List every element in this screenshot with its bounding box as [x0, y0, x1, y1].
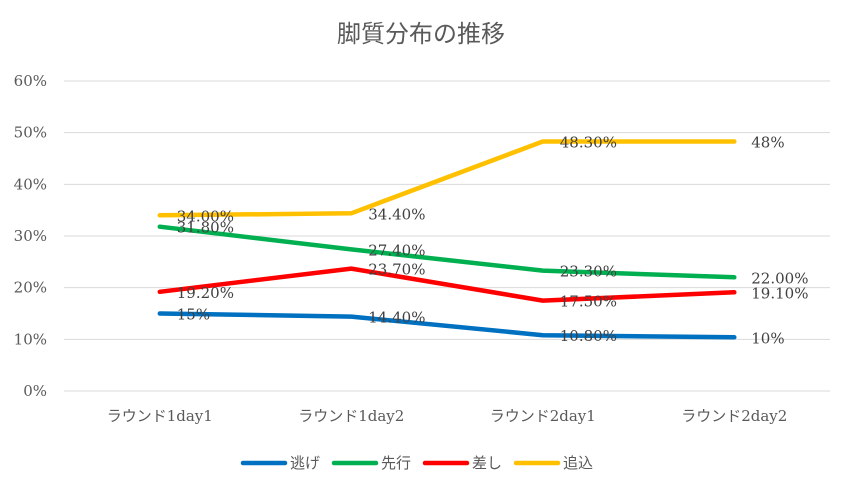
legend-label: 追込	[563, 454, 593, 472]
legend-label: 逃げ	[290, 454, 320, 472]
data-label: 19.10%	[751, 284, 808, 302]
legend-label: 差し	[472, 454, 502, 472]
data-label: 48%	[751, 133, 784, 151]
data-label: 31.80%	[177, 219, 234, 237]
legend-label: 先行	[381, 454, 411, 472]
data-label: 34.00%	[177, 207, 234, 225]
series-line-3	[157, 139, 737, 218]
data-label: 14.40%	[368, 309, 425, 327]
x-tick-label: ラウンド2day2	[681, 407, 787, 425]
data-label: 23.70%	[368, 261, 425, 279]
data-label: 23.30%	[560, 263, 617, 281]
y-tick-label: 10%	[14, 330, 47, 348]
data-label: 17.50%	[560, 293, 617, 311]
y-tick-label: 50%	[14, 124, 47, 142]
x-tick-label: ラウンド2day1	[490, 407, 596, 425]
x-tick-label: ラウンド1day1	[107, 407, 213, 425]
y-tick-label: 20%	[14, 279, 47, 297]
legend: 逃げ 先行 差し 追込	[240, 454, 593, 472]
data-label: 48.30%	[560, 133, 617, 151]
series-line-2	[157, 266, 737, 303]
data-label: 34.40%	[368, 205, 425, 223]
data-label: 10%	[751, 329, 784, 347]
x-tick-label: ラウンド1day2	[298, 407, 404, 425]
y-tick-label: 60%	[14, 72, 47, 90]
chart-title: 脚質分布の推移	[337, 20, 505, 48]
x-axis-ticks: ラウンド1day1 ラウンド1day2 ラウンド2day1 ラウンド2day2	[107, 407, 788, 425]
series-line-1	[157, 224, 737, 280]
data-label: 22.00%	[751, 269, 808, 287]
series-line-0	[157, 311, 737, 340]
y-tick-label: 0%	[23, 382, 47, 400]
y-tick-label: 30%	[14, 227, 47, 245]
data-label: 10.80%	[560, 327, 617, 345]
data-labels: 15% 14.40% 10.80% 10% 31.80% 27.40% 23.30% 22.0…	[177, 133, 809, 347]
data-label: 27.40%	[368, 241, 425, 259]
series-lines	[157, 139, 737, 340]
data-label: 15%	[177, 306, 210, 324]
data-label: 19.20%	[177, 284, 234, 302]
y-tick-label: 40%	[14, 175, 47, 193]
y-axis-ticks: 0% 10% 20% 30% 40% 50% 60%	[14, 72, 47, 400]
